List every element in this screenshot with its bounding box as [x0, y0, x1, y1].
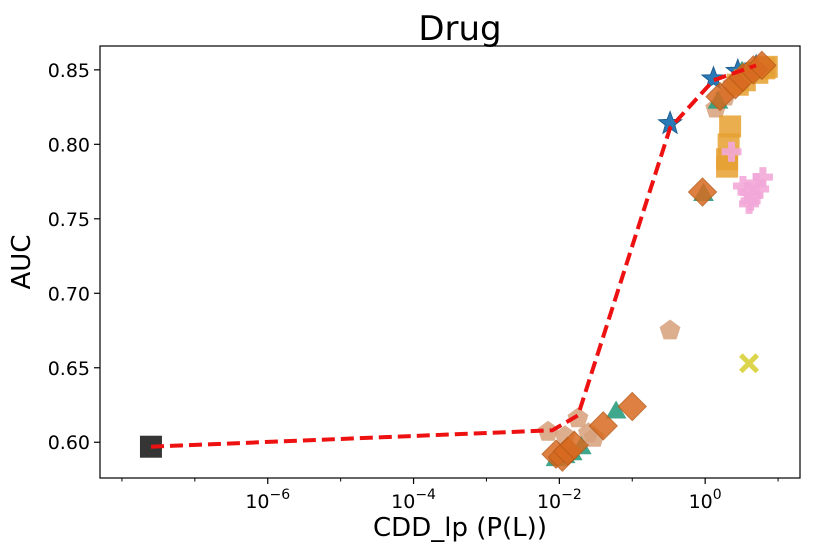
point-pentagon-2-5	[659, 319, 681, 340]
plot-marks	[139, 50, 778, 472]
y-tick-label-5: 0.85	[48, 60, 90, 82]
chart-title: Drug	[418, 9, 501, 49]
y-tick-label-4: 0.80	[48, 134, 90, 156]
point-plus-5-4	[743, 184, 764, 205]
point-plus-5-0	[721, 141, 742, 162]
point-diamond-7-4	[588, 411, 618, 441]
point-plus-5-6	[749, 179, 770, 200]
point-diamond-7-6	[687, 177, 718, 207]
x-tick-label-1: 10−4	[391, 487, 436, 513]
x-axis: 10−6 10−4 10−2 100	[121, 478, 779, 513]
point-star-1-1	[700, 65, 727, 90]
point-plus-5-7	[752, 167, 773, 188]
point-diamond-7-5	[617, 391, 647, 422]
y-axis-label: AUC	[7, 235, 37, 290]
x-tick-label-3: 100	[689, 487, 722, 513]
point-plus-5-1	[732, 176, 753, 197]
point-pentagon-2-0	[537, 420, 559, 441]
x-tick-label-0: 10−6	[245, 487, 290, 513]
point-plus-5-8	[739, 193, 760, 214]
x-tick-label-2: 10−2	[537, 487, 582, 513]
y-axis: 0.60 0.65 0.70 0.75 0.80 0.85	[48, 60, 100, 454]
point-diamond-7-3	[559, 430, 589, 460]
plot-frame	[99, 45, 801, 479]
frontier-line	[150, 63, 757, 449]
y-tick-label-0: 0.60	[48, 432, 90, 454]
x-axis-label: CDD_lp (P(L))	[373, 513, 547, 543]
point-square-4-3	[719, 115, 742, 138]
y-tick-label-3: 0.75	[48, 209, 90, 231]
y-tick-label-2: 0.70	[48, 283, 90, 305]
point-triangle-3-4	[605, 400, 627, 419]
y-tick-label-1: 0.65	[48, 358, 90, 380]
point-square-0-0	[139, 435, 162, 458]
point-x-6-0	[739, 353, 760, 374]
point-diamond-7-11	[747, 50, 777, 81]
